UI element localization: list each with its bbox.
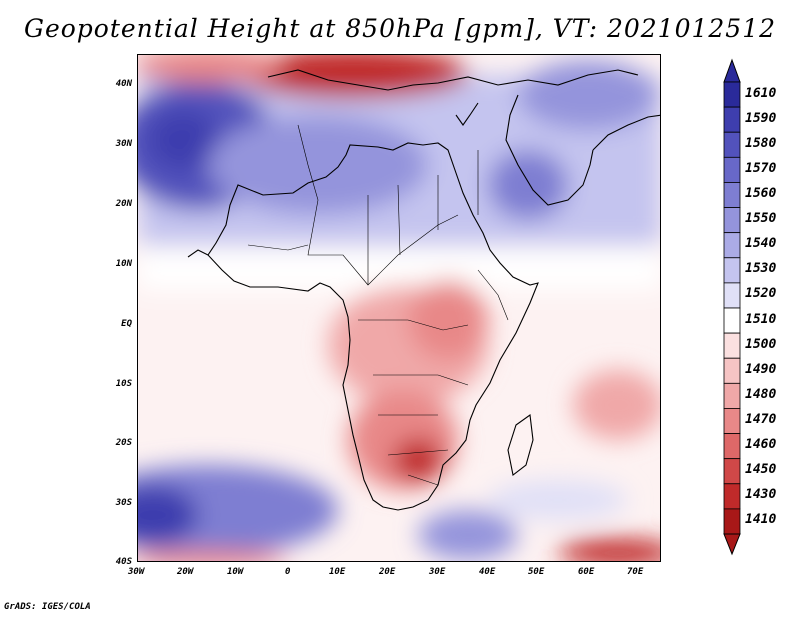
lat-label: 30S [115, 498, 132, 508]
lat-label: 30N [115, 139, 132, 149]
colorbar-swatch [723, 433, 741, 460]
lat-label: 20S [115, 438, 132, 448]
country-borders [247, 124, 509, 486]
footer-credit: GrADS: IGES/COLA [4, 602, 91, 612]
lon-label: 40E [479, 567, 496, 577]
lon-label: 60E [578, 567, 595, 577]
colorbar-label: 1550 [745, 211, 777, 227]
colorbar-swatch [723, 408, 741, 434]
colorbar-label: 1410 [745, 512, 777, 528]
lat-label: EQ [121, 319, 132, 329]
lon-label: 10W [227, 567, 244, 577]
colorbar-swatch [723, 357, 741, 384]
colorbar-swatch [723, 257, 741, 284]
lon-label: 30W [128, 567, 145, 577]
lon-label: 0 [285, 567, 291, 577]
colorbar-swatch [723, 232, 741, 259]
lon-label: 50E [528, 567, 545, 577]
colorbar-swatch [723, 81, 741, 108]
colorbar-swatches [723, 58, 741, 556]
colorbar [723, 58, 741, 556]
lon-label: 10E [329, 567, 346, 577]
colorbar-label: 1470 [745, 412, 777, 427]
lat-label: 40S [115, 557, 132, 567]
coastlines [187, 69, 660, 511]
colorbar-swatch [723, 307, 741, 334]
colorbar-swatch [723, 156, 741, 183]
colorbar-label: 1510 [745, 311, 777, 327]
colorbar-label: 1460 [745, 437, 777, 453]
map-title: Geopotential Height at 850hPa [gpm], VT:… [23, 14, 777, 43]
lat-label: 20N [115, 199, 132, 209]
colorbar-top-arrow [723, 58, 741, 83]
map-panel [137, 54, 661, 562]
colorbar-swatch [723, 458, 741, 485]
height-field-map [138, 55, 660, 561]
lon-label: 30E [429, 567, 446, 577]
colorbar-bottom-arrow [723, 533, 741, 556]
lon-label: 70E [627, 567, 644, 577]
colorbar-label: 1590 [745, 110, 777, 126]
colorbar-label: 1450 [745, 462, 777, 478]
colorbar-swatch [723, 382, 741, 409]
colorbar-label: 1500 [745, 336, 777, 352]
colorbar-swatch [723, 332, 741, 359]
lat-label: 10S [115, 379, 132, 389]
colorbar-label: 1480 [745, 386, 777, 402]
colorbar-label: 1560 [745, 186, 777, 201]
colorbar-swatch [723, 131, 741, 158]
colorbar-swatch [723, 282, 741, 309]
lon-label: 20W [177, 567, 194, 577]
colorbar-swatch [723, 483, 741, 510]
colorbar-label: 1610 [745, 85, 777, 101]
lat-label: 40N [115, 79, 132, 89]
colorbar-label: 1530 [745, 261, 777, 277]
colorbar-label: 1520 [745, 286, 777, 302]
lat-label: 10N [115, 259, 132, 269]
colorbar-label: 1490 [745, 361, 777, 377]
colorbar-label: 1540 [745, 236, 777, 252]
lon-label: 20E [379, 567, 396, 577]
colorbar-label: 1570 [745, 160, 777, 176]
colorbar-swatch [723, 508, 741, 535]
colorbar-swatch [723, 207, 741, 234]
colorbar-swatch [723, 106, 741, 133]
colorbar-swatch [723, 182, 741, 208]
colorbar-label: 1430 [745, 487, 777, 503]
field-shading [138, 55, 660, 561]
colorbar-label: 1580 [745, 135, 777, 151]
